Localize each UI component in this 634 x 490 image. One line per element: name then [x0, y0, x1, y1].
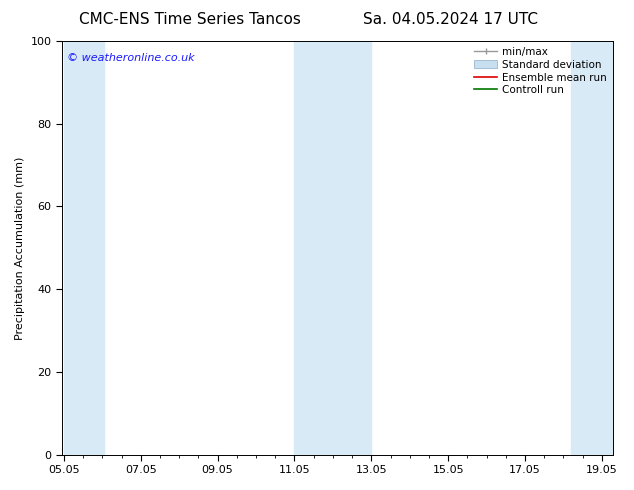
Bar [64, 41, 104, 455]
Bar [294, 41, 372, 455]
Legend: min/max, Standard deviation, Ensemble mean run, Controll run: min/max, Standard deviation, Ensemble me… [471, 44, 611, 98]
Y-axis label: Precipitation Accumulation (mm): Precipitation Accumulation (mm) [15, 156, 25, 340]
Text: CMC-ENS Time Series Tancos: CMC-ENS Time Series Tancos [79, 12, 301, 27]
Text: © weatheronline.co.uk: © weatheronline.co.uk [67, 53, 195, 64]
Text: Sa. 04.05.2024 17 UTC: Sa. 04.05.2024 17 UTC [363, 12, 538, 27]
Bar [571, 41, 614, 455]
